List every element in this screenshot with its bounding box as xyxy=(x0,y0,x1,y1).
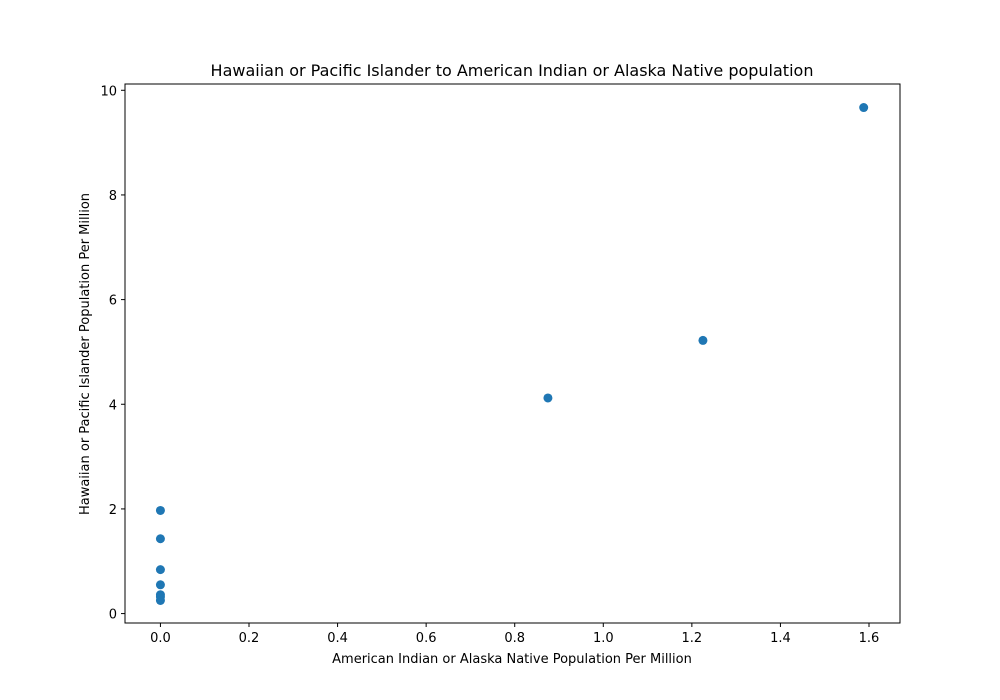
x-tick-label: 0.4 xyxy=(327,631,348,646)
y-tick-label: 10 xyxy=(100,84,117,99)
scatter-point xyxy=(859,103,869,113)
x-axis-ticks: 0.0 0.2 0.4 0.6 0.8 1.0 1.2 1.4 1.6 xyxy=(150,623,879,646)
chart-title: Hawaiian or Pacific Islander to American… xyxy=(211,61,814,80)
x-tick-label: 0.0 xyxy=(150,631,171,646)
axes-frame xyxy=(124,83,901,624)
data-points xyxy=(155,103,869,605)
x-tick-label: 0.8 xyxy=(504,631,525,646)
y-tick-label: 4 xyxy=(109,398,117,413)
y-axis-label: Hawaiian or Pacific Islander Population … xyxy=(78,193,93,515)
x-tick-label: 1.0 xyxy=(593,631,614,646)
x-tick-label: 0.6 xyxy=(416,631,437,646)
x-tick-label: 1.6 xyxy=(859,631,880,646)
y-tick-label: 8 xyxy=(109,189,117,204)
y-tick-label: 6 xyxy=(109,294,117,309)
y-axis-ticks: 0 2 4 6 8 10 xyxy=(100,84,125,623)
scatter-point xyxy=(155,580,165,590)
scatter-point xyxy=(155,534,165,544)
x-tick-label: 0.2 xyxy=(239,631,260,646)
x-tick-label: 1.4 xyxy=(770,631,791,646)
y-tick-label: 0 xyxy=(109,608,117,623)
scatter-point xyxy=(155,565,165,575)
scatter-point xyxy=(543,393,553,403)
x-axis-label: American Indian or Alaska Native Populat… xyxy=(332,652,692,667)
x-tick-label: 1.2 xyxy=(682,631,703,646)
y-tick-label: 2 xyxy=(109,503,117,518)
scatter-point xyxy=(155,595,165,605)
scatter-point xyxy=(155,505,165,515)
scatter-point xyxy=(698,335,708,345)
